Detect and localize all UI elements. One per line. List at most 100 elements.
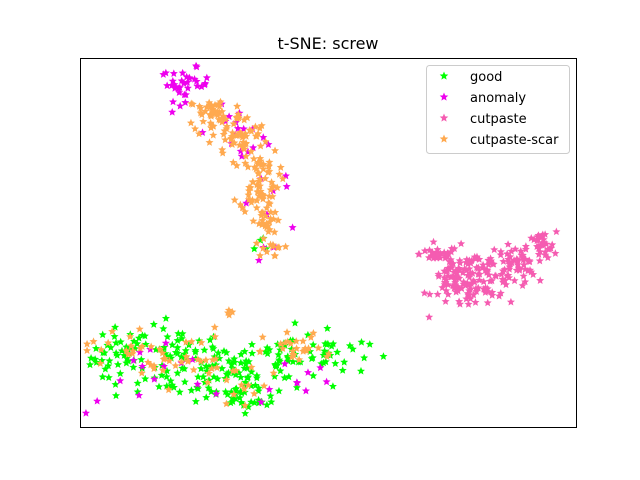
point-cutpaste-scar (238, 143, 247, 152)
point-cutpaste-scar (222, 375, 231, 384)
point-anomaly (183, 83, 192, 92)
point-good (235, 393, 244, 402)
point-good (178, 329, 187, 338)
point-cutpaste-scar (276, 163, 285, 171)
point-good (180, 377, 189, 386)
point-good (223, 390, 232, 399)
point-anomaly (168, 108, 177, 116)
point-cutpaste (434, 270, 443, 278)
point-cutpaste-scar (262, 203, 271, 212)
point-anomaly (265, 385, 274, 393)
point-anomaly (257, 398, 266, 406)
point-cutpaste-scar (202, 102, 211, 111)
point-cutpaste (455, 265, 464, 274)
point-cutpaste (503, 249, 512, 258)
point-good (124, 357, 133, 365)
point-cutpaste (469, 276, 478, 285)
point-cutpaste (543, 253, 552, 262)
point-cutpaste (471, 298, 480, 306)
point-cutpaste-scar (244, 195, 253, 204)
point-anomaly (282, 182, 291, 190)
point-cutpaste-scar (236, 128, 245, 136)
point-cutpaste-scar (247, 147, 256, 155)
point-cutpaste-scar (255, 175, 264, 183)
point-cutpaste (466, 259, 475, 267)
point-cutpaste (451, 266, 460, 275)
legend-marker-cutpaste (439, 113, 449, 122)
point-good (262, 400, 271, 409)
point-good (331, 359, 340, 367)
point-cutpaste (441, 278, 450, 286)
point-cutpaste-scar (217, 115, 226, 123)
point-cutpaste (490, 245, 499, 254)
point-cutpaste-scar (242, 152, 250, 160)
point-cutpaste-scar (267, 178, 276, 186)
point-anomaly (192, 77, 201, 85)
legend-label-good: good (470, 70, 502, 85)
point-cutpaste-scar (259, 234, 268, 243)
point-cutpaste (465, 264, 474, 273)
point-good (228, 397, 237, 405)
point-cutpaste-scar (230, 138, 239, 147)
point-cutpaste (474, 270, 483, 278)
point-cutpaste (539, 235, 548, 244)
legend-marker-anomaly (439, 92, 449, 101)
point-good (230, 354, 239, 363)
point-anomaly (193, 380, 202, 388)
point-anomaly (159, 70, 168, 78)
point-cutpaste-scar (227, 132, 236, 140)
point-good (247, 340, 256, 348)
point-anomaly (175, 83, 184, 92)
point-cutpaste (527, 234, 536, 242)
point-good (227, 360, 236, 368)
point-good (240, 388, 249, 396)
point-cutpaste-scar (233, 102, 242, 110)
point-good (272, 361, 281, 369)
point-cutpaste (441, 253, 450, 262)
point-good (175, 388, 184, 396)
point-good (309, 340, 318, 349)
point-good (243, 373, 252, 382)
point-good (252, 373, 261, 382)
point-cutpaste-scar (158, 366, 167, 374)
point-good (135, 333, 144, 342)
point-cutpaste-scar (298, 337, 307, 345)
point-cutpaste-scar (258, 218, 267, 227)
point-cutpaste-scar (271, 146, 280, 155)
point-good (328, 382, 337, 390)
point-good (248, 349, 257, 357)
point-good (193, 383, 202, 391)
point-cutpaste-scar (259, 244, 268, 252)
point-anomaly (280, 359, 289, 368)
point-cutpaste-scar (241, 401, 250, 409)
point-anomaly (176, 101, 185, 110)
point-good (327, 341, 336, 350)
point-good (209, 372, 218, 381)
point-anomaly (185, 73, 194, 82)
point-cutpaste (515, 266, 524, 274)
point-cutpaste-scar (243, 162, 252, 171)
point-cutpaste-scar (201, 356, 210, 364)
point-good (161, 314, 170, 322)
point-good (280, 373, 289, 382)
point-cutpaste-scar (241, 129, 250, 138)
point-good (240, 347, 249, 355)
point-anomaly (179, 79, 188, 87)
point-cutpaste-scar (232, 161, 241, 170)
point-cutpaste-scar (135, 324, 144, 333)
point-cutpaste (447, 260, 456, 269)
chart-title: t-SNE: screw (277, 34, 378, 53)
point-good (199, 372, 208, 381)
point-good (208, 342, 217, 351)
point-cutpaste-scar (199, 117, 208, 125)
point-cutpaste (433, 245, 442, 253)
point-cutpaste-scar (216, 97, 225, 106)
point-anomaly (237, 152, 246, 160)
point-cutpaste-scar (252, 164, 261, 173)
point-cutpaste-scar (259, 160, 268, 168)
point-cutpaste (441, 297, 450, 305)
point-cutpaste (464, 300, 473, 308)
point-good (321, 339, 330, 348)
point-cutpaste-scar (196, 108, 205, 117)
point-good (130, 337, 139, 345)
